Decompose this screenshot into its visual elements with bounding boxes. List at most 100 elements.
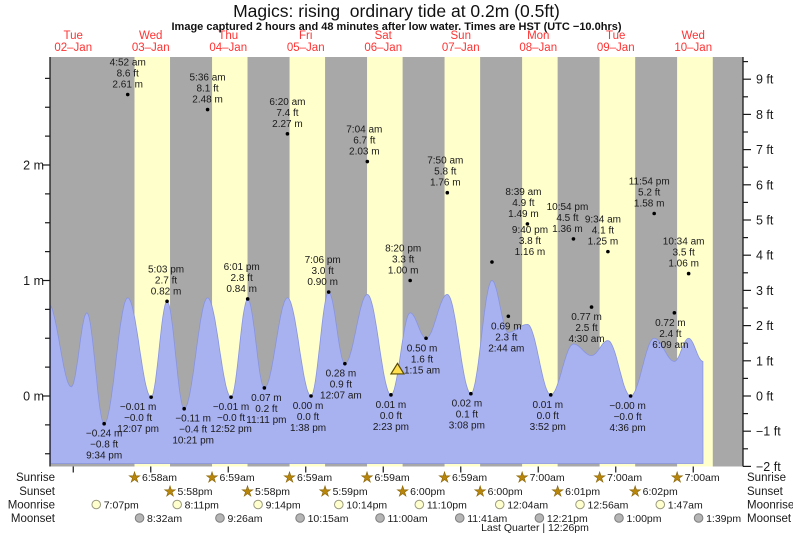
high-event-ft: 7.4 ft — [276, 108, 298, 119]
sun-sunset-icon: ★ — [551, 483, 564, 499]
sun-sunrise-icon: ★ — [283, 469, 296, 485]
moonrise-time: 1:47am — [668, 499, 703, 511]
day-date-label: 03–Jan — [132, 42, 170, 54]
high-event-dot — [205, 107, 210, 112]
high-event-m: 1.00 m — [388, 266, 419, 277]
day-date-label: 05–Jan — [287, 42, 325, 54]
sunrise-time: 6:58am — [142, 472, 177, 484]
high-event-dot — [445, 190, 450, 195]
low-event-time: 10:21 pm — [172, 436, 214, 447]
current-tide-marker — [389, 362, 406, 375]
chart-subtitle: Image captured 2 hours and 48 minutes af… — [171, 21, 622, 33]
high-event-m: 1.06 m — [668, 259, 699, 270]
low-event-m: −0.00 m — [609, 401, 645, 412]
high-event-dot — [408, 278, 412, 283]
moonrise-time: 12:04am — [507, 499, 548, 511]
moonrise-icon — [494, 499, 505, 510]
tide-curve — [50, 280, 704, 464]
low-event-m: 0.69 m — [491, 321, 522, 332]
right-axis-label: 2 ft — [756, 319, 774, 333]
low-event-time: 3:52 pm — [530, 422, 566, 433]
low-event-dot — [343, 361, 347, 366]
low-event-ft: 0.2 ft — [255, 404, 277, 415]
low-event-time: 11:11 pm — [246, 415, 286, 426]
day-name-label: Sat — [375, 30, 393, 42]
moonset-time: 11:41am — [467, 513, 507, 525]
low-event-time: 1:15 am — [404, 365, 440, 376]
high-event-time: 7:06 pm — [305, 255, 341, 266]
high-event-m: 2.61 m — [112, 80, 143, 91]
low-event-ft: 2.4 ft — [659, 329, 681, 340]
low-event-dot — [262, 386, 267, 390]
day-name-label: Sun — [451, 30, 471, 42]
sunrise-time: 6:59am — [220, 472, 255, 484]
low-event-m: −0.24 m — [86, 429, 122, 440]
high-event-ft: 4.5 ft — [556, 213, 578, 224]
moonset-icon — [134, 513, 145, 523]
high-event-m: 2.03 m — [349, 147, 380, 158]
low-event-m: −0.11 m — [175, 414, 211, 425]
sunset-row-label-left: Sunset — [19, 486, 56, 498]
low-event-dot — [628, 394, 633, 398]
sunset-time: 5:58pm — [255, 486, 290, 498]
low-event-time: 4:36 pm — [610, 423, 646, 434]
high-event-ft: 3.8 ft — [519, 236, 541, 247]
moonset-time: 1:00pm — [626, 513, 661, 525]
moonrise-time: 11:10pm — [427, 499, 467, 511]
high-event-ft: 4.1 ft — [592, 226, 614, 237]
high-event-time: 10:34 am — [663, 237, 705, 248]
low-event-m: 0.07 m — [251, 393, 282, 404]
high-event-m: 0.84 m — [226, 284, 257, 295]
sunrise-time: 6:59am — [452, 472, 487, 484]
moonset-icon — [614, 513, 624, 523]
high-event-ft: 3.3 ft — [392, 255, 414, 266]
high-event-time: 5:36 am — [190, 73, 226, 84]
day-name-label: Wed — [682, 30, 705, 42]
moonrise-icon — [172, 499, 182, 510]
right-axis-label: 5 ft — [756, 214, 774, 228]
sun-sunset-icon: ★ — [396, 483, 409, 499]
moonset-icon — [295, 513, 305, 523]
high-event-dot — [365, 159, 370, 164]
sunrise-time: 7:00am — [685, 472, 720, 484]
moon-phase-label: Last Quarter | 12:26pm — [481, 522, 589, 534]
low-event-m: 0.50 m — [407, 343, 438, 354]
high-event-m: 0.90 m — [307, 277, 338, 288]
low-event-dot — [672, 311, 677, 315]
moonset-icon — [375, 513, 385, 523]
low-event-dot — [389, 393, 393, 397]
high-event-dot — [652, 211, 656, 216]
high-event-dot — [525, 222, 530, 226]
high-event-time: 9:34 am — [585, 215, 621, 226]
high-event-m: 1.36 m — [552, 224, 583, 235]
low-event-m: 0.02 m — [452, 399, 483, 410]
low-event-ft: 0.9 ft — [330, 380, 352, 391]
sun-sunset-icon: ★ — [474, 483, 487, 499]
left-axis-label: 1 m — [23, 274, 44, 288]
sunrise-time: 6:59am — [375, 472, 410, 484]
high-event-time: 4:52 am — [110, 58, 146, 69]
low-event-m: 0.77 m — [571, 312, 602, 323]
sunset-time: 6:01pm — [565, 486, 600, 498]
moonset-row-label-right: Moonset — [747, 513, 792, 525]
sunset-time: 5:58pm — [178, 486, 213, 498]
sun-sunrise-icon: ★ — [516, 469, 529, 485]
moonrise-row-label-right: Moonrise — [747, 500, 793, 512]
high-event-m: 1.25 m — [588, 237, 619, 248]
high-event-ft: 3.5 ft — [673, 248, 695, 259]
low-event-m: 0.28 m — [326, 369, 357, 380]
sunset-time: 6:00pm — [410, 486, 445, 498]
low-event-time: 4:30 am — [568, 334, 604, 345]
day-date-label: 07–Jan — [442, 42, 480, 54]
low-event-time: 3:08 pm — [449, 421, 485, 432]
high-event-time: 6:20 am — [269, 97, 305, 108]
day-name-label: Fri — [299, 30, 312, 42]
right-axis-label: 4 ft — [756, 249, 774, 263]
left-axis-label: 2 m — [23, 159, 44, 173]
high-event-ft: 6.7 ft — [353, 136, 375, 147]
low-event-m: −0.01 m — [120, 402, 156, 413]
moonset-time: 12:21pm — [547, 513, 588, 525]
low-event-dot — [469, 391, 473, 396]
high-event-dot — [245, 297, 250, 301]
day-name-label: Wed — [139, 30, 162, 42]
